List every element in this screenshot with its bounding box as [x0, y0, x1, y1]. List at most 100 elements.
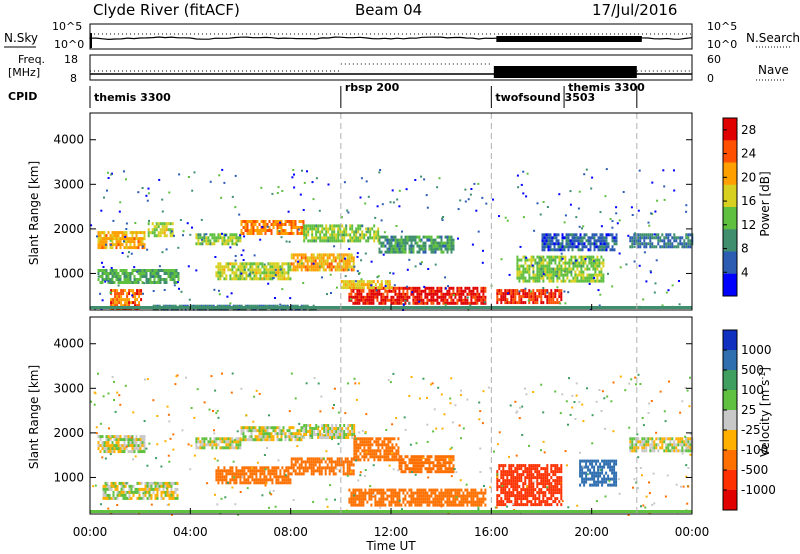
- heat-cell: [217, 443, 220, 447]
- heat-cell: [434, 458, 437, 462]
- heat-cell: [556, 497, 559, 501]
- heat-cell: [545, 233, 548, 237]
- heat-cell: [350, 457, 353, 461]
- heat-cell: [685, 242, 688, 246]
- heat-cell: [342, 283, 345, 287]
- heat-cell: [252, 223, 255, 226]
- heat-cell: [546, 273, 549, 277]
- heat-cell: [452, 500, 455, 504]
- heat-cell: [229, 239, 232, 243]
- heat-cell: [283, 478, 286, 482]
- heat-cell: [143, 272, 146, 275]
- heat-cell: [361, 233, 364, 237]
- heat-cell: [669, 245, 672, 249]
- heat-cell: [598, 258, 601, 262]
- heat-cell: [334, 472, 337, 476]
- heat-cell: [246, 220, 249, 223]
- heat-cell: [300, 256, 303, 260]
- heat-cell: [287, 271, 290, 275]
- heat-cell: [358, 497, 361, 501]
- heat-cell: [240, 272, 243, 275]
- heat-cell: [514, 476, 517, 480]
- heat-cell: [207, 440, 210, 444]
- heat-cell: [279, 481, 282, 485]
- heat-cell: [324, 259, 327, 263]
- heat-cell: [598, 264, 601, 268]
- heat-cell: [476, 298, 479, 302]
- heat-cell: [510, 500, 513, 504]
- heat-cell: [109, 269, 112, 272]
- heat-cell: [119, 275, 122, 278]
- heat-cell: [406, 298, 409, 302]
- heat-cell: [377, 236, 380, 240]
- heat-cell: [160, 490, 163, 494]
- heat-cell: [135, 447, 138, 451]
- heat-cell: [507, 292, 510, 295]
- heat-cell: [375, 289, 378, 292]
- heat-cell: [544, 482, 547, 486]
- heat-cell: [233, 274, 236, 278]
- heat-cell: [553, 242, 556, 246]
- heat-cell: [538, 255, 541, 259]
- heat-cell: [385, 446, 388, 450]
- heat-cell: [536, 267, 539, 271]
- heat-cell: [353, 236, 356, 240]
- heat-cell: [512, 491, 515, 495]
- heat-cell: [283, 472, 286, 476]
- heat-cell: [174, 487, 177, 491]
- heat-cell: [157, 231, 160, 235]
- heat-cell: [379, 169, 382, 171]
- heat-cell: [97, 447, 100, 451]
- heat-cell: [568, 264, 571, 268]
- heat-cell: [436, 241, 439, 245]
- heat-cell: [237, 472, 240, 476]
- heat-cell: [331, 430, 334, 433]
- heat-cell: [249, 262, 252, 266]
- heat-cell: [302, 256, 305, 260]
- heat-cell: [657, 242, 660, 246]
- heat-cell: [155, 275, 158, 278]
- heat-cell: [115, 237, 118, 241]
- heat-cell: [312, 469, 315, 473]
- heat-cell: [231, 440, 234, 444]
- heat-cell: [434, 491, 437, 495]
- heat-cell: [534, 301, 537, 305]
- heat-cell: [145, 281, 148, 284]
- heat-cell: [129, 275, 132, 278]
- heat-cell: [516, 473, 519, 477]
- heat-cell: [438, 301, 441, 305]
- heat-cell: [383, 231, 386, 234]
- heat-cell: [522, 503, 525, 507]
- heat-cell: [282, 232, 285, 235]
- heat-cell: [122, 298, 125, 302]
- colorbar-tick-label: 16: [741, 194, 756, 208]
- heat-cell: [141, 272, 144, 275]
- heat-cell: [116, 304, 119, 308]
- heat-cell: [448, 461, 451, 465]
- heat-cell: [298, 265, 301, 269]
- heat-cell: [331, 227, 334, 231]
- heat-cell: [516, 494, 519, 498]
- heat-cell: [316, 253, 319, 257]
- heat-cell: [322, 466, 325, 470]
- heat-cell: [310, 307, 313, 311]
- heat-cell: [97, 435, 100, 439]
- heat-cell: [301, 169, 303, 172]
- heat-cell: [116, 484, 119, 488]
- heat-cell: [341, 433, 344, 436]
- heat-cell: [233, 262, 236, 266]
- heat-cell: [298, 457, 301, 461]
- heat-cell: [374, 292, 377, 296]
- heat-cell: [539, 213, 542, 216]
- heat-cell: [211, 440, 214, 444]
- heat-cell: [600, 273, 603, 277]
- heat-cell: [294, 307, 297, 311]
- heat-cell: [504, 216, 507, 219]
- heat-cell: [348, 265, 351, 269]
- heat-cell: [240, 429, 243, 433]
- heat-cell: [414, 286, 417, 290]
- heat-cell: [404, 467, 407, 471]
- heat-cell: [231, 239, 234, 243]
- heat-cell: [309, 424, 312, 427]
- heat-cell: [105, 278, 108, 281]
